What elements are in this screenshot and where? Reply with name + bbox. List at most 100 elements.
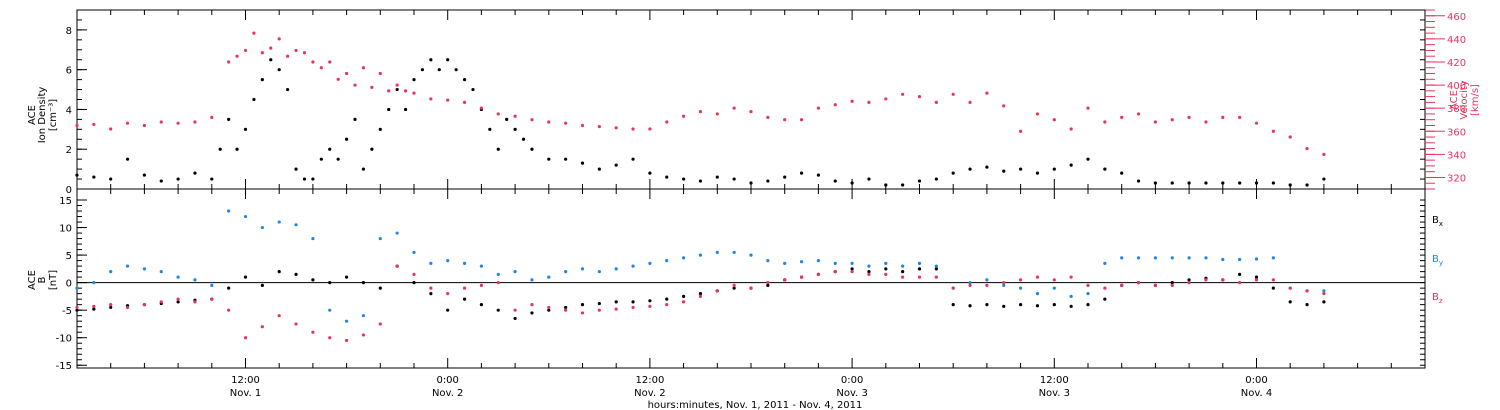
- density-axis-label-line3: [cm⁻³]: [48, 99, 59, 131]
- Bz-point: [1238, 281, 1242, 285]
- Bx-point: [479, 303, 483, 307]
- By-point: [92, 281, 96, 285]
- velocity-point: [766, 115, 770, 119]
- velocity-point: [1019, 129, 1023, 133]
- date-tick-label: Nov. 4: [1241, 388, 1272, 399]
- velocity-axis-ticks: 320 340 360 380 400 420 440 460: [1425, 9, 1466, 190]
- Bx-point: [631, 300, 635, 304]
- Bx-point: [294, 272, 298, 276]
- density-point: [378, 127, 382, 131]
- Bz-point: [1002, 281, 1006, 285]
- velocity-point: [227, 60, 231, 64]
- By-point: [277, 220, 281, 224]
- top-panel-series: [75, 31, 1326, 187]
- velocity-point: [968, 100, 972, 104]
- By-point: [614, 267, 618, 271]
- density-point: [1187, 181, 1191, 185]
- By-point: [109, 270, 113, 274]
- By-point: [345, 319, 349, 323]
- density-point: [311, 177, 315, 181]
- density-point: [462, 78, 467, 82]
- Bz-point: [985, 283, 989, 287]
- By-point: [1238, 257, 1242, 262]
- time-tick-label: 0:00: [1245, 375, 1267, 386]
- Bx-point: [1305, 303, 1309, 307]
- field-axis-label-line1: ACE: [27, 270, 38, 290]
- density-point: [294, 167, 298, 171]
- Bx-point: [1002, 304, 1006, 308]
- Bx-point: [1170, 281, 1174, 285]
- velocity-tick-label: 360: [1447, 127, 1466, 138]
- velocity-point: [336, 77, 340, 81]
- velocity-point: [564, 121, 568, 125]
- density-point: [429, 58, 433, 62]
- Bx-point: [682, 294, 686, 298]
- legend-by-sub: y: [1439, 259, 1443, 267]
- velocity-point: [378, 71, 382, 76]
- velocity-point: [580, 123, 585, 128]
- Bz-point: [1271, 278, 1275, 282]
- field-axis-ticks: -15 -10 -5 0 5 10 15: [56, 196, 1425, 372]
- Bx-point: [361, 281, 366, 285]
- By-point: [1069, 294, 1073, 298]
- By-point: [462, 261, 467, 265]
- velocity-point: [328, 60, 332, 64]
- By-point: [564, 270, 568, 274]
- density-point: [319, 157, 323, 161]
- velocity-point: [387, 89, 391, 93]
- Bz-point: [715, 289, 719, 293]
- density-point: [766, 179, 770, 183]
- velocity-tick-label: 320: [1447, 173, 1466, 184]
- density-point: [732, 177, 736, 181]
- Bz-point: [395, 264, 399, 268]
- density-point: [1035, 171, 1040, 175]
- Bx-point: [530, 311, 534, 315]
- density-point: [243, 127, 248, 131]
- density-point: [597, 167, 601, 171]
- By-point: [1136, 256, 1141, 260]
- density-point: [496, 147, 500, 151]
- field-tick-label: -15: [56, 361, 72, 372]
- density-point: [387, 107, 391, 112]
- density-point: [218, 147, 222, 151]
- velocity-point: [311, 60, 315, 64]
- Bx-point: [1187, 278, 1191, 282]
- velocity-point: [210, 115, 214, 119]
- velocity-point: [867, 100, 871, 104]
- time-axis-title: hours:minutes, Nov. 1, 2011 - Nov. 4, 20…: [648, 400, 863, 410]
- density-axis-label-line1: ACE: [27, 105, 38, 125]
- density-point: [530, 147, 534, 151]
- Bz-point: [799, 275, 804, 279]
- velocity-point: [934, 100, 938, 104]
- Bx-point: [311, 278, 315, 282]
- Bz-point: [1069, 275, 1073, 279]
- density-point: [1136, 179, 1141, 183]
- density-point: [1221, 181, 1225, 185]
- density-point: [1002, 169, 1006, 173]
- velocity-point: [294, 48, 298, 53]
- By-point: [210, 283, 214, 287]
- density-point: [648, 171, 652, 175]
- velocity-point: [479, 106, 483, 110]
- Bx-point: [968, 304, 972, 308]
- By-point: [1052, 286, 1056, 290]
- By-point: [1120, 256, 1124, 260]
- velocity-point: [530, 118, 534, 122]
- Bx-point: [378, 286, 382, 290]
- density-point: [698, 179, 703, 183]
- time-tick-label: 0:00: [436, 375, 458, 386]
- Bx-point: [1254, 275, 1259, 279]
- By-point: [597, 270, 601, 274]
- field-tick-label: 5: [66, 251, 72, 262]
- density-point: [867, 177, 871, 181]
- field-tick-label: 10: [59, 224, 72, 235]
- Bx-point: [176, 300, 180, 304]
- Bz-point: [294, 322, 298, 326]
- velocity-point: [429, 97, 433, 101]
- Bx-point: [648, 299, 652, 303]
- velocity-tick-label: 380: [1447, 104, 1466, 115]
- Bz-point: [547, 305, 551, 310]
- Bx-point: [513, 316, 517, 321]
- velocity-point: [496, 112, 500, 116]
- By-point: [1322, 289, 1326, 293]
